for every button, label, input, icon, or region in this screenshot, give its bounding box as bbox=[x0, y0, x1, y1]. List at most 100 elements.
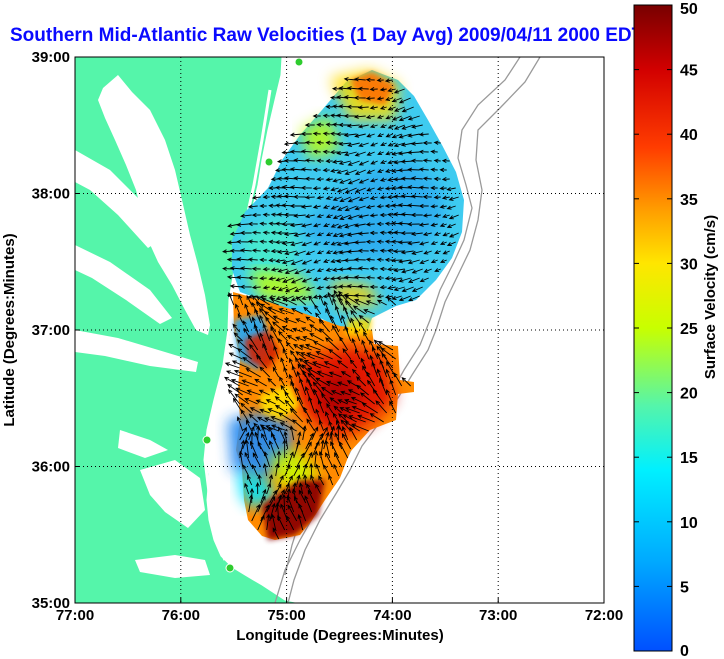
velocity-arrow bbox=[262, 248, 270, 253]
velocity-arrow bbox=[418, 149, 429, 154]
velocity-arrow bbox=[381, 352, 394, 369]
velocity-arrow bbox=[289, 222, 303, 228]
velocity-arrow bbox=[225, 370, 243, 378]
velocity-arrow bbox=[433, 158, 441, 163]
colorbar-tick-label: 40 bbox=[680, 127, 698, 144]
y-axis-ticks: 39:00 38:00 37:00 36:00 35:00 bbox=[32, 49, 80, 612]
velocity-arrow bbox=[336, 424, 341, 441]
velocity-arrow bbox=[348, 415, 366, 423]
velocity-arrow bbox=[267, 306, 285, 315]
velocity-arrow bbox=[289, 425, 295, 441]
velocity-arrow bbox=[442, 232, 450, 237]
velocity-arrow bbox=[422, 140, 432, 146]
velocity-arrow bbox=[301, 223, 312, 228]
velocity-arrow bbox=[362, 365, 370, 378]
velocity-arrow bbox=[251, 316, 259, 333]
velocity-arrow bbox=[448, 196, 459, 201]
velocity-arrow bbox=[384, 221, 393, 226]
velocity-arrow bbox=[386, 297, 397, 306]
velocity-arrow bbox=[224, 362, 240, 369]
velocity-arrow bbox=[376, 368, 385, 387]
velocity-arrow bbox=[365, 239, 375, 244]
velocity-arrow bbox=[325, 104, 333, 109]
velocity-arrow bbox=[247, 257, 258, 262]
velocity-arrow bbox=[266, 495, 276, 513]
velocity-arrow bbox=[387, 285, 396, 290]
velocity-arrow bbox=[330, 205, 339, 210]
velocity-arrow bbox=[316, 195, 324, 200]
velocity-arrow bbox=[377, 168, 384, 173]
velocity-arrow bbox=[313, 241, 321, 246]
velocity-arrow bbox=[439, 259, 447, 264]
velocity-arrow bbox=[380, 123, 387, 128]
velocity-arrow bbox=[357, 284, 369, 289]
velocity-arrow bbox=[330, 223, 339, 228]
station-markers bbox=[202, 57, 304, 573]
velocity-arrow bbox=[259, 221, 267, 226]
velocity-arrow bbox=[316, 177, 324, 182]
velocity-arrow bbox=[293, 440, 301, 459]
x-axis-ticks: 77:00 76:00 75:00 74:00 73:00 72:00 bbox=[56, 598, 623, 624]
velocity-arrow bbox=[410, 212, 423, 218]
velocity-arrow bbox=[407, 222, 420, 227]
velocity-arrow bbox=[307, 372, 322, 387]
velocity-arrow bbox=[419, 259, 429, 264]
velocity-arrow bbox=[370, 160, 378, 165]
velocity-arrow bbox=[295, 387, 304, 405]
velocity-arrow bbox=[309, 462, 314, 477]
velocity-arrow bbox=[407, 133, 420, 138]
velocity-arrow bbox=[312, 131, 321, 136]
velocity-arrow bbox=[313, 450, 319, 468]
velocity-arrow bbox=[401, 286, 414, 293]
velocity-arrow bbox=[369, 195, 378, 200]
velocity-arrow bbox=[325, 122, 333, 127]
velocity-arrow bbox=[353, 293, 366, 298]
velocity-arrow bbox=[278, 489, 285, 504]
velocity-arrow bbox=[300, 131, 312, 137]
velocity-arrow bbox=[339, 297, 349, 315]
velocity-arrow bbox=[394, 106, 405, 112]
velocity-arrow bbox=[357, 124, 369, 129]
y-tick-label: 39:00 bbox=[32, 49, 70, 66]
velocity-arrow bbox=[347, 142, 360, 148]
colorbar-tick-label: 25 bbox=[680, 321, 698, 338]
velocity-arrow bbox=[266, 513, 271, 531]
velocity-arrow bbox=[264, 311, 279, 324]
velocity-arrow bbox=[283, 430, 289, 450]
velocity-arrow bbox=[268, 239, 276, 244]
velocity-arrow bbox=[257, 441, 268, 459]
velocity-arrow bbox=[434, 250, 441, 255]
velocity-arrow bbox=[262, 267, 270, 272]
velocity-arrow bbox=[354, 348, 361, 360]
velocity-arrow bbox=[300, 149, 312, 154]
velocity-arrow bbox=[268, 203, 276, 208]
velocity-arrow bbox=[391, 115, 402, 121]
velocity-arrow bbox=[448, 214, 459, 220]
velocity-arrow bbox=[336, 131, 348, 137]
velocity-arrow bbox=[418, 222, 429, 227]
velocity-arrow bbox=[364, 348, 370, 360]
velocity-arrow bbox=[239, 248, 252, 253]
velocity-arrow bbox=[341, 425, 349, 441]
velocity-arrow bbox=[293, 213, 306, 218]
velocity-arrow bbox=[233, 332, 244, 342]
velocity-arrow bbox=[328, 371, 342, 378]
velocity-arrow bbox=[433, 176, 441, 182]
velocity-arrow bbox=[366, 371, 376, 387]
velocity-arrow bbox=[385, 115, 393, 120]
velocity-arrow bbox=[336, 419, 343, 432]
velocity-arrow bbox=[411, 124, 423, 129]
velocity-arrow bbox=[410, 231, 423, 237]
velocity-arrow bbox=[293, 344, 303, 351]
velocity-arrow bbox=[228, 291, 235, 306]
velocity-arrow bbox=[325, 452, 334, 468]
velocity-arrow bbox=[293, 464, 300, 477]
velocity-arrow bbox=[240, 402, 253, 414]
velocity-arrow bbox=[258, 389, 270, 396]
velocity-arrow bbox=[268, 221, 276, 226]
velocity-arrow bbox=[385, 151, 393, 156]
velocity-arrow bbox=[283, 231, 297, 237]
velocity-arrow bbox=[410, 158, 423, 163]
velocity-arrow bbox=[430, 259, 438, 264]
velocity-arrow bbox=[261, 433, 271, 450]
